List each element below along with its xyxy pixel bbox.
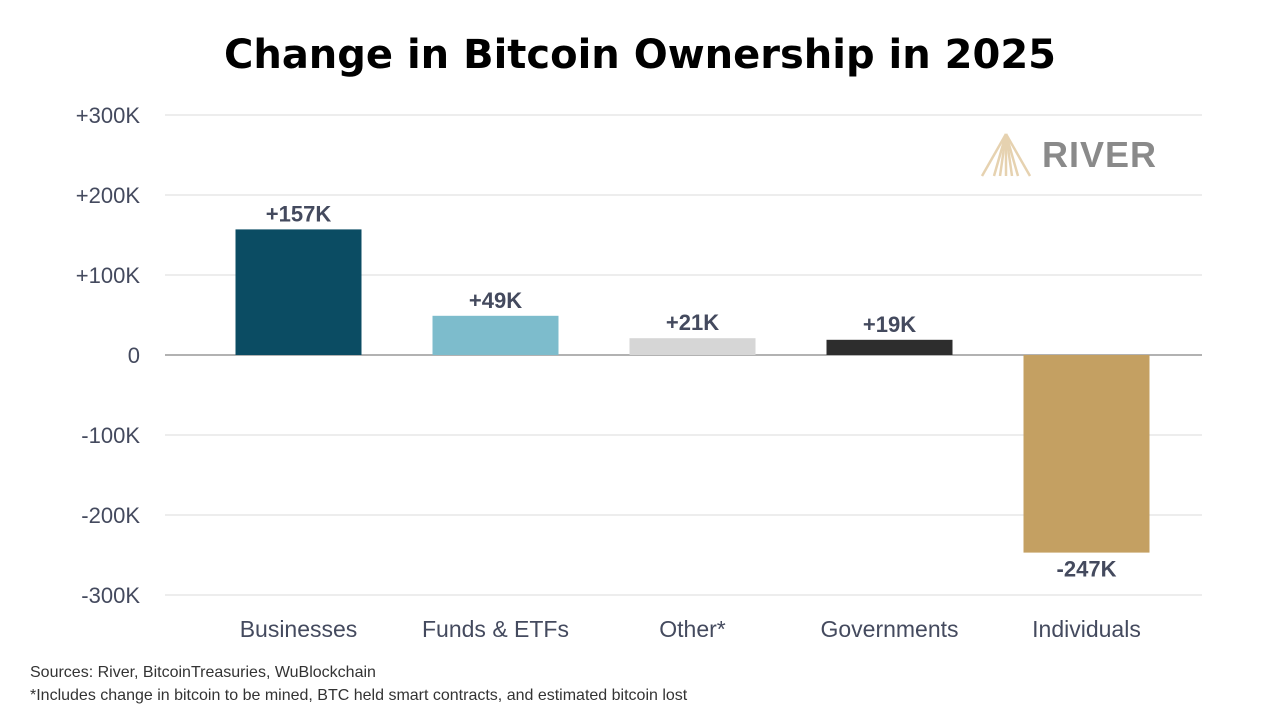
logo-text: RIVER (1042, 134, 1158, 175)
data-label: +49K (469, 288, 522, 313)
data-label: -247K (1057, 557, 1117, 582)
y-tick-label: +300K (76, 103, 141, 128)
x-tick-label: Funds & ETFs (422, 616, 569, 642)
x-tick-label: Individuals (1032, 616, 1141, 642)
data-label: +157K (266, 201, 332, 226)
y-tick-label: -300K (81, 583, 140, 608)
data-label: +21K (666, 310, 719, 335)
x-tick-label: Businesses (240, 616, 358, 642)
bar-governments (826, 339, 953, 355)
bar-other- (629, 338, 756, 355)
bar-businesses (235, 229, 362, 355)
footnote: *Includes change in bitcoin to be mined,… (30, 687, 688, 704)
sources-note: Sources: River, BitcoinTreasuries, WuBlo… (30, 664, 376, 681)
river-logo: RIVER (980, 132, 1157, 178)
y-tick-label: +100K (76, 263, 141, 288)
y-tick-label: +200K (76, 183, 141, 208)
x-tick-label: Other* (659, 616, 726, 642)
bar-individuals (1023, 355, 1150, 553)
bar-funds-etfs (432, 315, 559, 355)
data-label: +19K (863, 312, 916, 337)
y-tick-label: -100K (81, 423, 140, 448)
x-tick-label: Governments (820, 616, 958, 642)
y-tick-label: 0 (128, 343, 140, 368)
chart-title: Change in Bitcoin Ownership in 2025 (223, 32, 1056, 78)
y-tick-label: -200K (81, 503, 140, 528)
river-logo-mark-icon (980, 133, 1032, 177)
